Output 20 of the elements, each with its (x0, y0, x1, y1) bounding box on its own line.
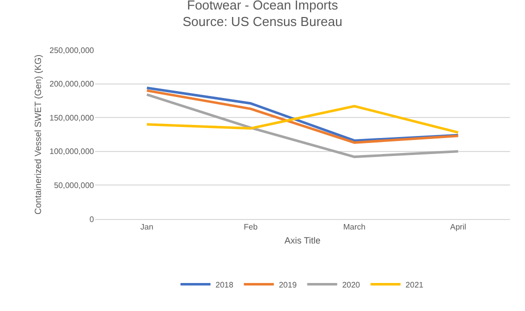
line-series (146, 93, 460, 158)
chart-title: Footwear - Ocean Imports (187, 0, 338, 12)
y-tick-label: 250,000,000 (50, 46, 95, 55)
chart-subtitle: Source: US Census Bureau (182, 14, 342, 30)
y-tick-label: 100,000,000 (50, 147, 95, 156)
line-series (146, 104, 460, 134)
x-tick-label: March (343, 222, 366, 232)
legend-label: 2020 (342, 280, 361, 290)
x-tick-label: Feb (244, 222, 258, 232)
x-axis-title: Axis Title (284, 235, 321, 246)
x-tick-label: Jan (140, 222, 154, 232)
legend-label: 2018 (216, 280, 234, 290)
legend-label: 2019 (278, 280, 298, 290)
y-tick-label: 50,000,000 (54, 181, 95, 190)
y-axis-title: Containerized Vessel SWET (Gen) (KG) (32, 54, 43, 214)
x-tick-label: April (450, 222, 466, 232)
legend-label: 2021 (406, 280, 424, 290)
y-tick-label: 150,000,000 (50, 113, 95, 122)
y-tick-label: 200,000,000 (50, 80, 95, 89)
y-tick-label: 0 (90, 214, 95, 224)
